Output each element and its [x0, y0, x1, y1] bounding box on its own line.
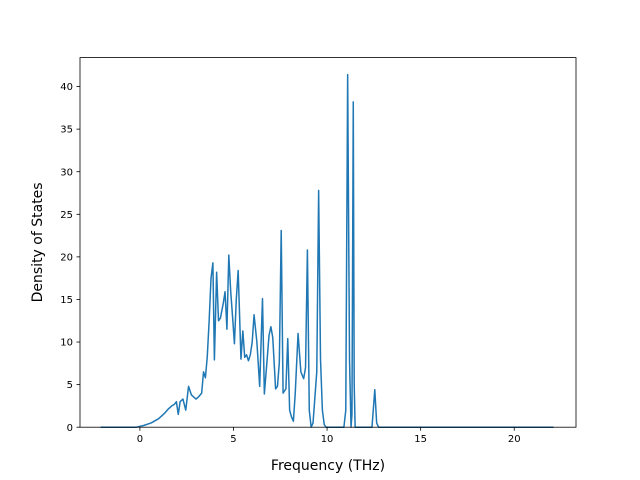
y-tick-label: 15 [60, 295, 73, 306]
y-tick-label: 35 [60, 125, 73, 136]
dos-series-line-0 [100, 73, 554, 428]
y-tick-label: 25 [60, 210, 73, 221]
y-tick-label: 10 [60, 338, 73, 349]
axis-ticks: 0 5 10 15 20 0 5 10 15 20 25 30 35 40 [60, 82, 520, 445]
x-tick-label: 15 [414, 434, 427, 445]
x-tick-label: 5 [230, 434, 236, 445]
y-tick-label: 30 [60, 167, 73, 178]
y-tick-label: 0 [67, 423, 73, 434]
axes-frame [79, 57, 577, 428]
x-tick-label: 20 [508, 434, 521, 445]
x-tick-label: 0 [137, 434, 143, 445]
y-tick-label: 20 [60, 252, 73, 263]
y-axis-label: Density of States [30, 182, 46, 302]
y-tick-label: 40 [60, 82, 73, 93]
plot-area [100, 73, 554, 428]
x-axis-label: Frequency (THz) [271, 458, 385, 474]
y-tick-label: 5 [67, 380, 73, 391]
x-tick-label: 10 [321, 434, 334, 445]
